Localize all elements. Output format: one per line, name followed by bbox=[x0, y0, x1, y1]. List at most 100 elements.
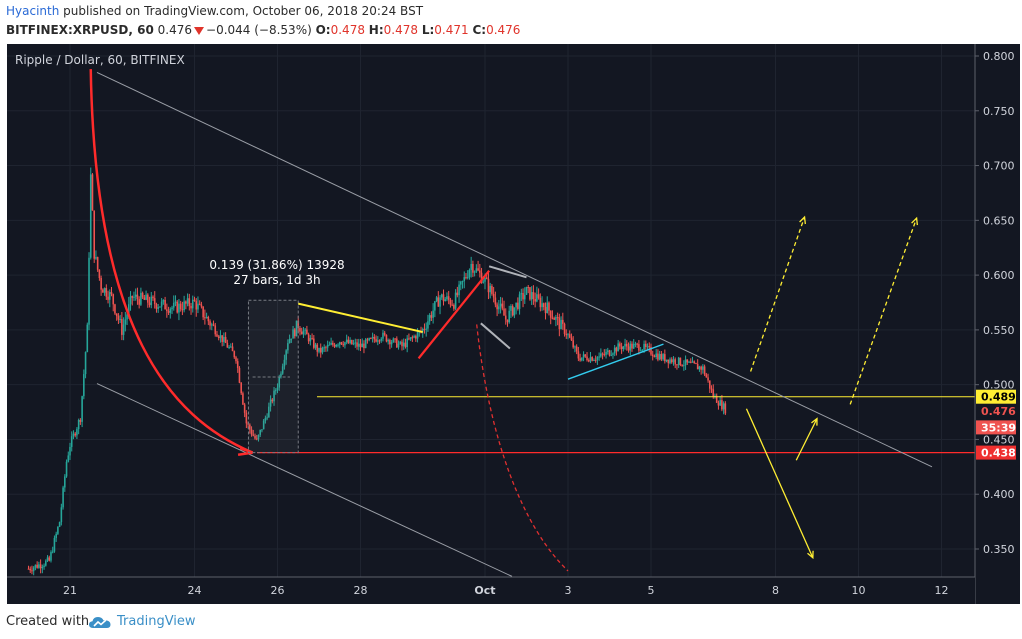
candle-body bbox=[300, 331, 303, 335]
candle-body bbox=[293, 329, 296, 337]
candle-body bbox=[193, 299, 196, 302]
candle-body bbox=[496, 304, 498, 310]
candle-body bbox=[255, 438, 258, 440]
candle-body bbox=[217, 336, 220, 339]
candle-body bbox=[153, 298, 156, 305]
candle-body bbox=[195, 301, 198, 310]
candle-body bbox=[577, 351, 580, 359]
candle-body bbox=[159, 306, 161, 308]
candle-body bbox=[707, 377, 709, 381]
candle-body bbox=[485, 277, 488, 279]
candle-body bbox=[363, 343, 365, 349]
candle-body bbox=[338, 342, 341, 345]
candle-body bbox=[532, 292, 535, 299]
candle-body bbox=[273, 390, 275, 402]
candle-body bbox=[88, 257, 90, 325]
candle-body bbox=[306, 329, 308, 335]
candle-body bbox=[122, 324, 125, 335]
candle-body bbox=[667, 359, 670, 364]
candle-body bbox=[617, 343, 619, 352]
candle-body bbox=[166, 309, 168, 312]
price-chart[interactable]: 0.800 0.750 0.700 0.650 0.600 0.550 0.500 0.450… bbox=[7, 44, 1020, 604]
open-label: O: bbox=[315, 23, 331, 37]
time-tick-label: 12 bbox=[935, 584, 949, 597]
bounce-arrow bbox=[795, 418, 818, 461]
candle-body bbox=[226, 342, 229, 348]
parabolic-arc bbox=[89, 69, 254, 454]
candle-body bbox=[638, 344, 640, 351]
price-label-bg bbox=[976, 403, 1016, 418]
candle-body bbox=[119, 319, 121, 321]
candle-body bbox=[708, 380, 711, 389]
candle-body bbox=[249, 424, 251, 430]
price-label-text: 0.438 bbox=[981, 447, 1016, 460]
candle-body bbox=[65, 461, 68, 477]
time-tick-label: 28 bbox=[354, 584, 368, 597]
candle-body bbox=[658, 354, 661, 360]
candle-body bbox=[167, 311, 170, 313]
candle-body bbox=[79, 420, 82, 422]
candle-body bbox=[399, 341, 402, 344]
candle-body bbox=[269, 399, 272, 407]
candle-body bbox=[32, 567, 35, 572]
time-axis[interactable] bbox=[7, 577, 975, 604]
candle-body bbox=[58, 522, 61, 527]
candle-body bbox=[487, 278, 490, 293]
candle-body bbox=[169, 309, 172, 313]
candle-body bbox=[375, 339, 377, 342]
candle-body bbox=[292, 329, 294, 339]
price-axis[interactable] bbox=[975, 44, 1020, 604]
candle-body bbox=[190, 306, 192, 309]
price-tick-label: 0.650 bbox=[983, 214, 1015, 227]
candle-body bbox=[110, 292, 113, 295]
candle-body bbox=[451, 304, 453, 306]
candle-body bbox=[472, 263, 474, 273]
candle-body bbox=[551, 317, 554, 319]
candle-body bbox=[268, 406, 270, 418]
candle-body bbox=[29, 568, 32, 571]
candle-body bbox=[710, 388, 713, 390]
candle-body bbox=[318, 347, 320, 352]
candle-body bbox=[36, 564, 38, 568]
candle-body bbox=[107, 296, 109, 300]
chart-area[interactable]: 0.800 0.750 0.700 0.650 0.600 0.550 0.500 0.450… bbox=[7, 44, 1020, 604]
candle-body bbox=[517, 302, 519, 309]
price-tick-label: 0.500 bbox=[983, 379, 1015, 392]
candle-body bbox=[205, 316, 208, 319]
candle-body bbox=[518, 294, 521, 309]
candle-body bbox=[143, 297, 146, 300]
candle-body bbox=[696, 363, 699, 370]
high-value: 0.478 bbox=[383, 23, 418, 37]
down-arrow-icon bbox=[194, 26, 205, 35]
candle-body bbox=[492, 293, 495, 298]
candle-body bbox=[51, 551, 54, 553]
candle-body bbox=[150, 296, 153, 306]
cyan-trend-line bbox=[567, 343, 664, 380]
candle-body bbox=[409, 337, 412, 340]
candle-body bbox=[224, 336, 227, 343]
candle-body bbox=[423, 329, 426, 331]
candle-body bbox=[520, 293, 523, 295]
down-arrow-head bbox=[807, 550, 814, 560]
candle-body bbox=[89, 174, 92, 258]
candle-body bbox=[53, 537, 56, 552]
candle-body bbox=[465, 277, 467, 279]
tradingview-link[interactable]: TradingView bbox=[117, 614, 196, 629]
time-tick-label: 21 bbox=[63, 584, 77, 597]
candle-body bbox=[314, 344, 317, 348]
publish-header: Hyacinth published on TradingView.com, O… bbox=[0, 0, 1022, 44]
tradingview-cloud-icon[interactable] bbox=[88, 614, 112, 630]
candle-body bbox=[221, 335, 223, 342]
candle-body bbox=[570, 337, 573, 341]
candle-body bbox=[138, 299, 140, 305]
last-price: 0.476 bbox=[157, 23, 193, 37]
candle-body bbox=[563, 323, 566, 334]
candle-body bbox=[603, 354, 606, 356]
candle-body bbox=[209, 321, 211, 326]
candle-body bbox=[480, 272, 483, 283]
candle-body bbox=[627, 346, 630, 351]
candle-body bbox=[141, 292, 144, 298]
price-ticks: 0.800 0.750 0.700 0.650 0.600 0.550 0.500 0.450… bbox=[975, 50, 1015, 556]
author-link[interactable]: Hyacinth bbox=[6, 4, 60, 18]
candle-body bbox=[568, 334, 571, 338]
